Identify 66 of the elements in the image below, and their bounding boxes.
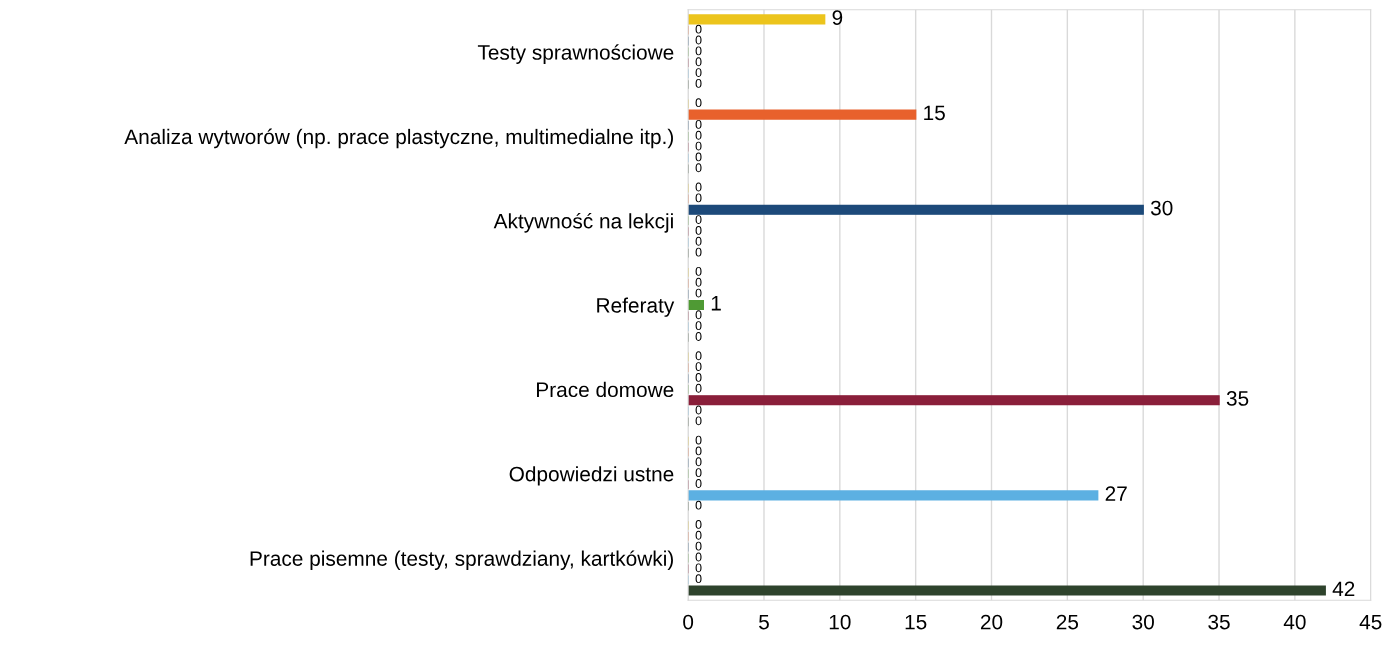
data-label: 0 [695, 530, 702, 540]
x-tick-label: 30 [1132, 614, 1154, 630]
data-label: 0 [695, 563, 702, 573]
y-tick-label: Prace domowe [537, 381, 674, 398]
data-label: 0 [695, 119, 702, 129]
data-label: 0 [695, 446, 702, 456]
y-tick-label: Aktywność na lekcji [493, 212, 673, 233]
data-label: 0 [695, 373, 702, 382]
x-tick-label: 25 [1056, 614, 1079, 630]
data-label: 0 [695, 321, 702, 331]
data-label: 42 [1332, 581, 1355, 596]
y-tick-label: Testy sprawnościowe [477, 44, 674, 64]
x-tick-label: 10 [829, 614, 851, 630]
data-label: 0 [695, 130, 702, 140]
data-label: 0 [695, 574, 702, 584]
data-label: 0 [695, 362, 702, 372]
data-label: 27 [1105, 486, 1127, 501]
data-label: 0 [695, 310, 702, 320]
data-label: 0 [695, 468, 702, 478]
data-label: 0 [695, 35, 702, 45]
y-tick-label: Odpowiedzi ustne [509, 466, 674, 486]
data-label: 0 [695, 141, 702, 151]
data-label: 0 [695, 193, 702, 203]
data-label: 0 [695, 332, 702, 341]
x-tick-label: 20 [980, 614, 1003, 630]
data-label: 0 [695, 435, 702, 445]
data-label: 9 [832, 10, 843, 25]
x-tick-label: 35 [1208, 614, 1230, 630]
x-tick-label: 0 [683, 614, 694, 630]
data-label: 0 [695, 457, 702, 467]
data-label: 0 [695, 236, 702, 246]
data-label: 35 [1226, 391, 1249, 406]
data-label: 30 [1150, 200, 1173, 216]
y-tick-label: Analiza wytworów (np. prace plastyczne, multimedialne itp.) [124, 128, 673, 149]
data-label: 0 [695, 152, 702, 162]
data-label: 0 [695, 383, 702, 393]
data-label: 0 [695, 351, 702, 361]
x-tick-label: 40 [1283, 614, 1306, 630]
x-tick-label: 15 [905, 614, 927, 630]
data-label: 15 [924, 105, 945, 121]
data-label: 0 [695, 215, 702, 224]
data-label: 0 [695, 479, 702, 488]
data-label: 0 [695, 288, 702, 298]
data-label: 0 [695, 182, 702, 192]
data-label: 0 [695, 500, 702, 510]
x-tick-label: 5 [759, 614, 769, 630]
data-label: 0 [695, 46, 702, 56]
data-label: 0 [695, 277, 702, 287]
data-label: 0 [695, 163, 702, 173]
data-label: 0 [695, 57, 702, 67]
data-label: 0 [695, 520, 702, 529]
data-label: 0 [695, 78, 702, 88]
data-label: 0 [695, 405, 702, 415]
data-label: 0 [695, 24, 702, 34]
data-label: 0 [695, 247, 702, 257]
data-label: 0 [695, 541, 702, 551]
data-label: 1 [711, 296, 721, 311]
y-tick-label: Referaty [597, 297, 675, 317]
y-tick-label: Prace pisemne (testy, sprawdziany, kartkówki) [250, 550, 673, 571]
data-label: 0 [695, 552, 702, 562]
data-label: 0 [695, 68, 702, 77]
data-label: 0 [695, 416, 702, 426]
data-label: 0 [695, 98, 702, 108]
x-tick-label: 45 [1359, 614, 1382, 630]
data-label: 0 [695, 266, 702, 276]
data-label: 0 [695, 225, 702, 235]
